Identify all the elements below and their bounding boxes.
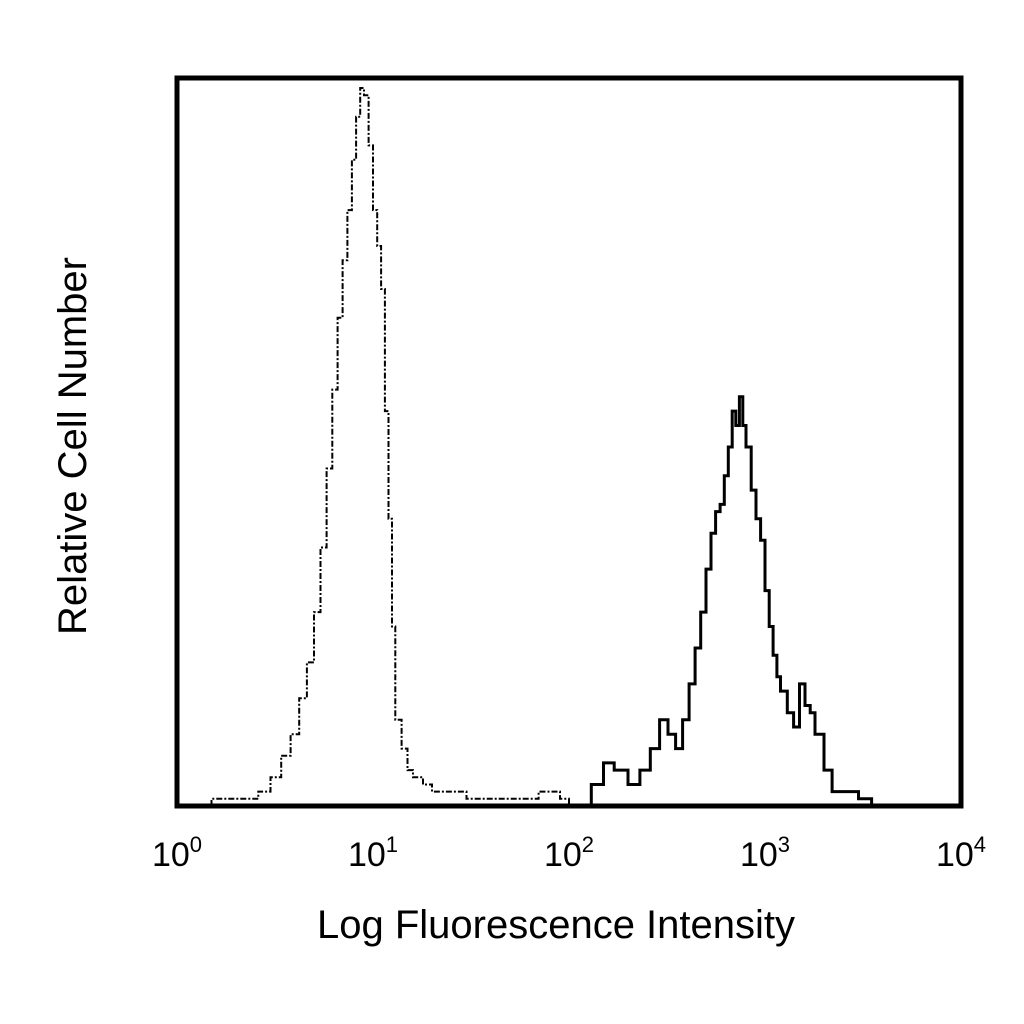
x-tick-label: 100 [152, 832, 202, 874]
series-layer [210, 87, 874, 808]
x-tick-label: 101 [348, 832, 398, 874]
series-line-solid [569, 395, 874, 808]
x-tick-labels: 100 101 102 103 104 [152, 832, 986, 874]
x-tick-label: 104 [936, 832, 986, 874]
x-tick-label: 103 [740, 832, 790, 874]
series-line-dashed [210, 87, 570, 806]
x-tick-label: 102 [544, 832, 594, 874]
plot-frame [174, 75, 964, 809]
x-axis-label: Log Fluorescence Intensity [317, 903, 795, 947]
y-axis-label: Relative Cell Number [51, 257, 95, 635]
